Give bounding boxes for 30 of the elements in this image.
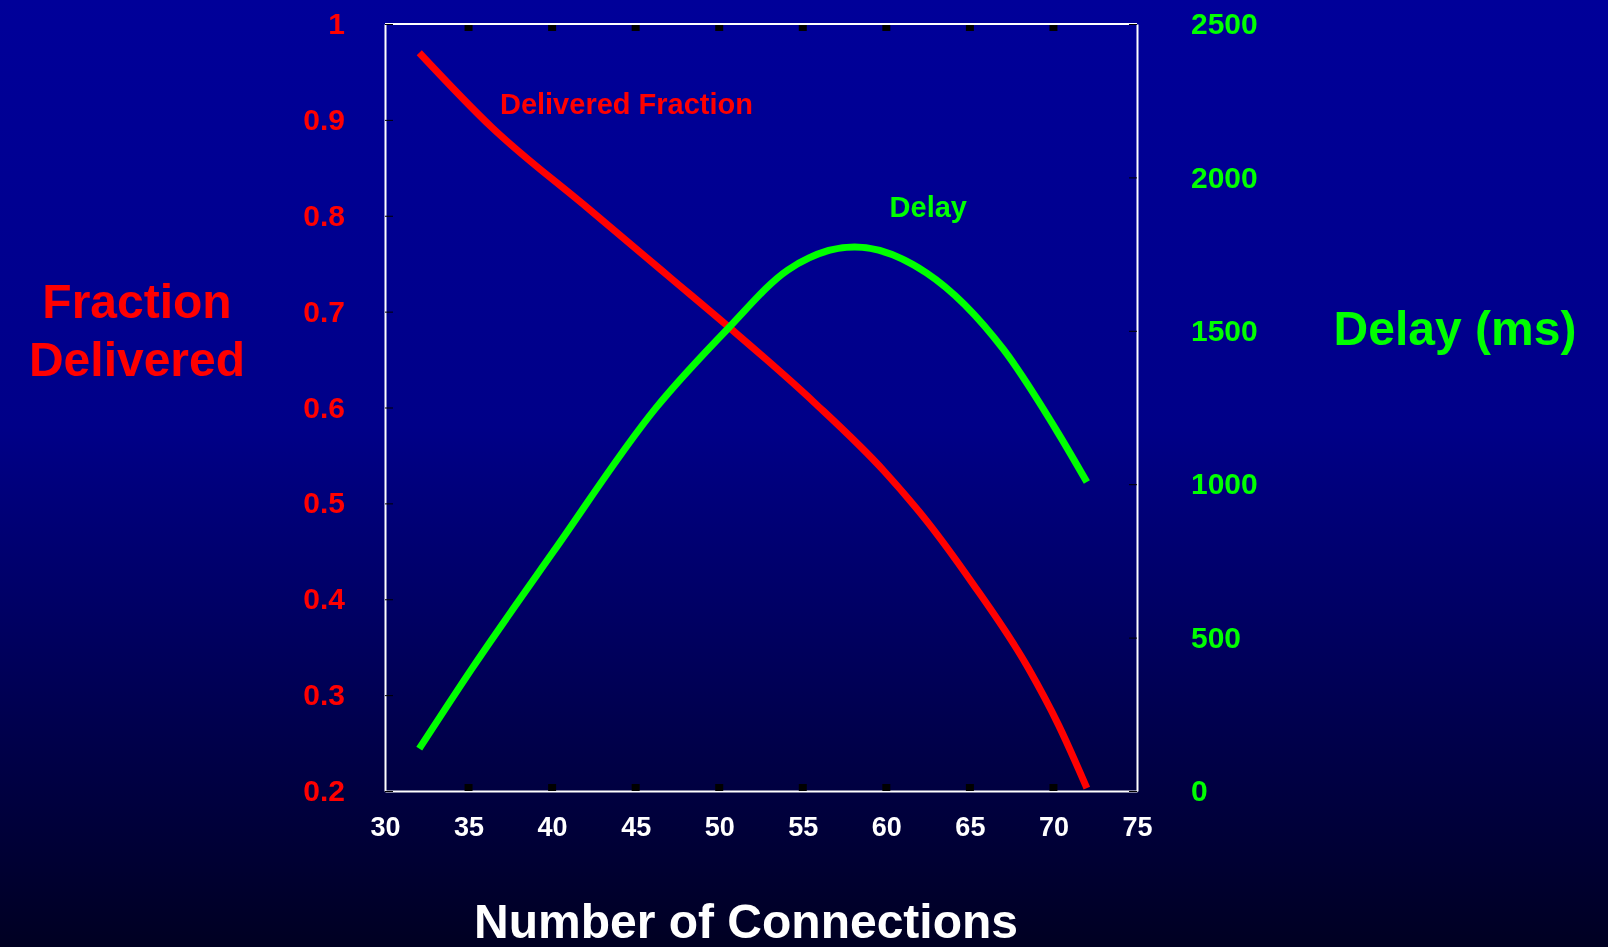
y2-tick-label: 2500 [1191,7,1258,41]
x-tick-label: 30 [370,812,401,843]
x-tick-label: 75 [1122,812,1153,843]
x-tick-label: 60 [871,812,902,843]
x-tick-label: 45 [621,812,652,843]
series-label: Delay [889,191,967,224]
y-tick-label: 0.9 [303,102,345,136]
x-axis-title: Number of Connections [473,895,1019,947]
x-tick-label: 70 [1038,812,1069,843]
y-tick-label: 0.4 [303,582,346,616]
y-tick-label: 0.5 [303,486,345,520]
y-axis-title: Fraction Delivered [28,275,246,386]
y2-tick-label: 500 [1191,620,1242,654]
x-tick-label: 35 [454,812,485,843]
y-tick-label: 0.3 [303,678,345,712]
y-tick-label: 0.6 [303,390,345,424]
x-tick-label: 40 [537,812,568,843]
x-tick-label: 50 [704,812,735,843]
x-tick-label: 55 [788,812,819,843]
y2-tick-label: 1500 [1191,313,1258,347]
y2-tick-label: 1000 [1191,467,1258,501]
x-tick-label: 65 [955,812,986,843]
series-label: Delivered Fraction [499,87,753,120]
y2-axis-title: Delay (ms) [1333,302,1577,355]
y-tick-label: 0.2 [303,774,345,808]
y-tick-label: 0.8 [303,198,345,232]
y-tick-label: 1 [328,7,345,41]
y2-tick-label: 2000 [1191,160,1258,194]
y2-tick-label: 0 [1191,774,1208,808]
y-tick-label: 0.7 [303,294,345,328]
